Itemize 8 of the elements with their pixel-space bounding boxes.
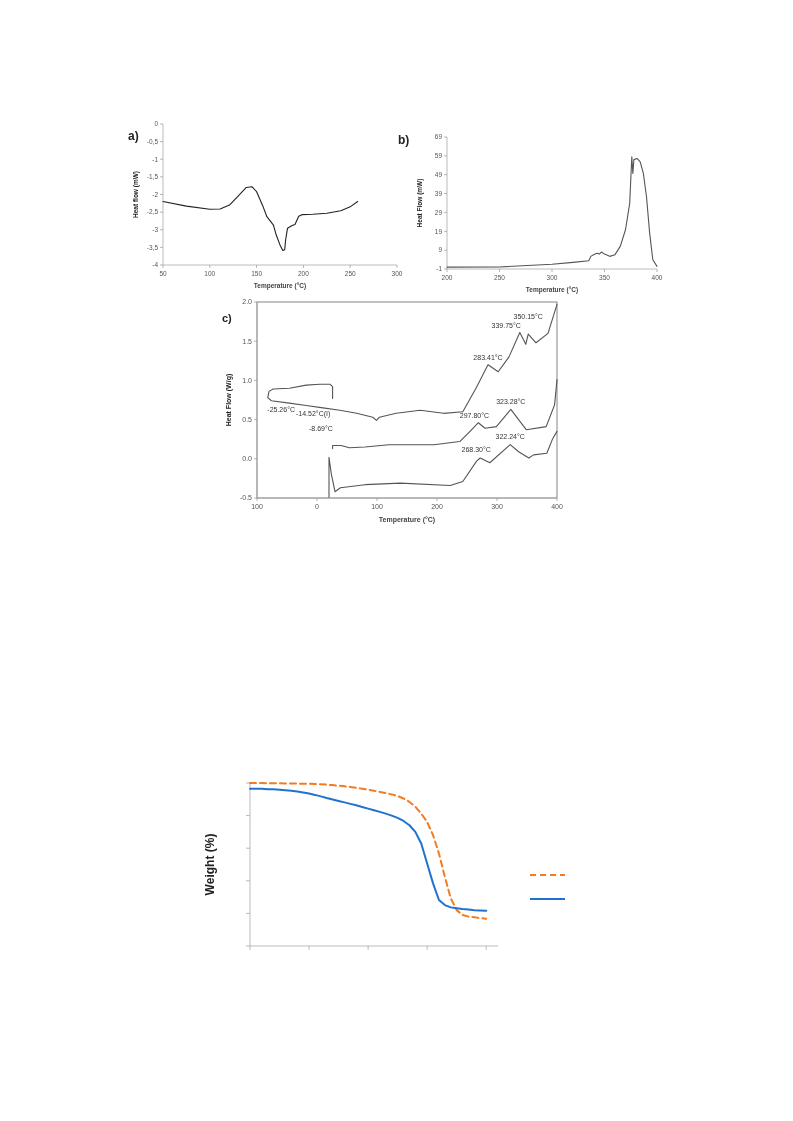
line-series [332,379,558,450]
line-series [162,186,359,252]
chart-title: a) [128,129,139,143]
text: c) [222,312,233,324]
chart-title: b) [398,133,410,147]
line-series [267,303,558,421]
line-series [328,430,558,498]
y-axis-title: Weight (%) [203,833,217,896]
